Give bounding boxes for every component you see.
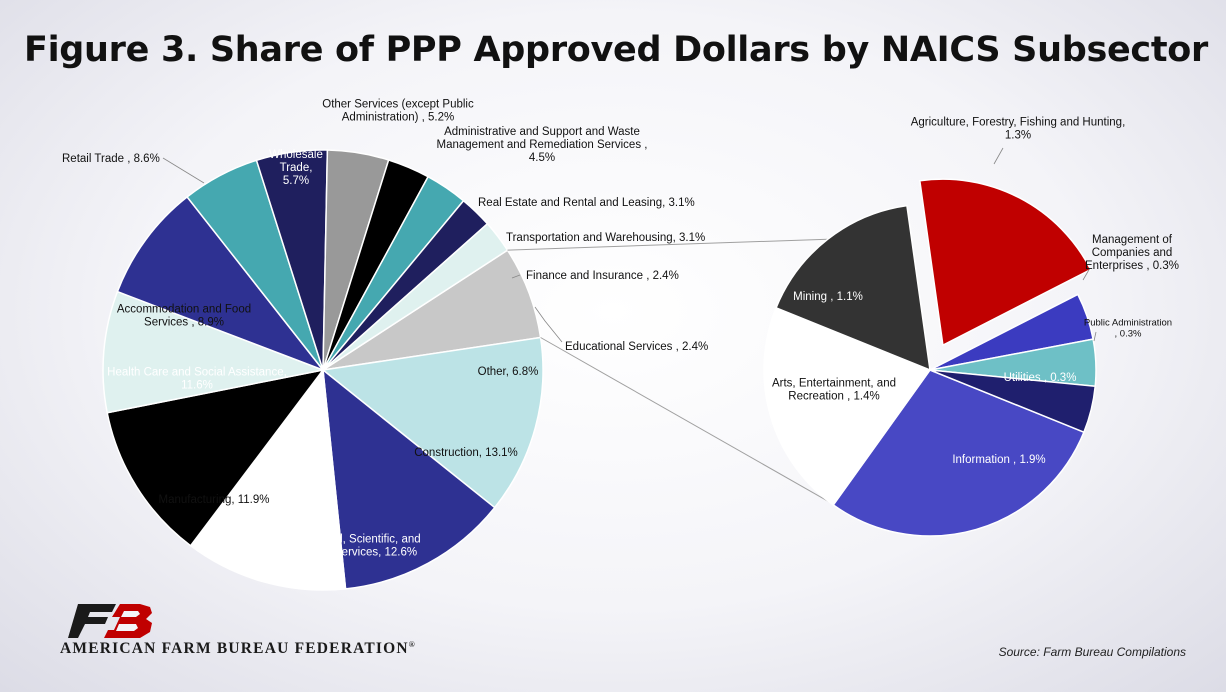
main-pie-label-educational-services-2-4: Educational Services , 2.4% — [565, 341, 708, 353]
main-pie-label-line: Real Estate and Rental and Leasing, 3.1% — [478, 197, 695, 209]
main-pie-label-line: Administration) , 5.2% — [342, 112, 455, 124]
main-pie-label-administrative-and-support-and-waste-management-and-remediation-services-4-5: Administrative and Support and Waste Mana… — [437, 126, 648, 164]
source-note: Source: Farm Bureau Compilations — [998, 645, 1186, 659]
connector-line-bottom — [540, 337, 869, 525]
secondary-pie-label-information-1-9: Information , 1.9% — [952, 454, 1045, 466]
afbf-logo: AMERICAN FARM BUREAU FEDERATION® — [60, 604, 440, 660]
secondary-pie-leader-agriculture-forestry-fishing-and-hunting-1-3 — [993, 147, 1004, 165]
main-pie-label-line: Professional, Scientific, and — [279, 534, 420, 546]
main-pie-label-line: 4.5% — [529, 152, 555, 164]
secondary-pie-label-management-of-companies-and-enterprises-0-3: Management of Companies and Enterprises , … — [1085, 234, 1179, 272]
main-pie-label-line: Technical Services, 12.6% — [283, 547, 417, 559]
main-pie-slice-construction-13-1 — [321, 336, 544, 509]
main-pie-label-other-6-8: Other, 6.8% — [478, 366, 539, 378]
main-pie-label-line: Retail Trade , 8.6% — [62, 153, 160, 165]
main-pie-label-line: Other, 6.8% — [478, 366, 539, 378]
secondary-pie-label-line: Information , 1.9% — [952, 454, 1045, 466]
main-pie-label-transportation-and-warehousing-3-1: Transportation and Warehousing, 3.1% — [506, 232, 705, 244]
secondary-pie-label-line: , 0.3% — [1115, 329, 1142, 340]
main-pie-slice-accommodation-and-food-services-8-9 — [102, 290, 326, 414]
chart-title: Figure 3. Share of PPP Approved Dollars … — [24, 30, 1209, 70]
secondary-pie-slice-agriculture-forestry-fishing-and-hunting-1-3 — [918, 178, 1092, 347]
main-pie-label-line: Transportation and Warehousing, 3.1% — [506, 232, 705, 244]
main-pie-label-construction-13-1: Construction, 13.1% — [414, 447, 518, 459]
main-pie-slice-educational-services-2-4 — [322, 222, 509, 371]
farm-bureau-logo-icon — [68, 604, 152, 638]
main-pie-label-line: Other Services (except Public — [322, 99, 474, 111]
main-pie-label-line: Finance and Insurance , 2.4% — [526, 270, 679, 282]
main-pie-label-professional-scientific-and-technical-services-12-6: Professional, Scientific, and Technical S… — [279, 534, 420, 559]
main-pie-slice-retail-trade-8-6 — [116, 195, 326, 372]
secondary-pie-label-line: Public Administration — [1084, 318, 1172, 329]
main-pie-slice-health-care-and-social-assistance-11-6 — [106, 368, 325, 547]
main-pie-label-manufacturing-11-9: Manufacturing, 11.9% — [158, 494, 269, 506]
secondary-pie-leader-management-of-companies-and-enterprises-0-3 — [1082, 267, 1091, 281]
secondary-pie-slice-mining-1-1 — [775, 204, 931, 372]
secondary-pie-label-line: Arts, Entertainment, and — [772, 378, 896, 390]
main-pie-leader-retail-trade-8-6 — [162, 157, 205, 184]
main-pie-label-finance-and-insurance-2-4: Finance and Insurance , 2.4% — [526, 270, 679, 282]
secondary-pie-label-line: Companies and — [1092, 247, 1173, 259]
main-pie-label-line: Health Care and Social Assistance, — [107, 367, 287, 379]
secondary-pie-leader-public-administration-0-3 — [1093, 331, 1097, 342]
secondary-pie-slice-arts-entertainment-and-recreation-1-4 — [763, 306, 932, 506]
main-pie-label-line: Wholesale — [269, 149, 323, 161]
secondary-pie-label-arts-entertainment-and-recreation-1-4: Arts, Entertainment, and Recreation , 1.4… — [772, 378, 896, 403]
main-pie-label-other-services-except-public-administration-5-2: Other Services (except Public Administrat… — [322, 99, 474, 124]
main-pie-label-line: Manufacturing, 11.9% — [158, 494, 269, 506]
secondary-pie-slice-utilities-0-3 — [929, 369, 1097, 434]
secondary-pie-label-line: Management of — [1092, 234, 1173, 246]
secondary-pie-label-line: Enterprises , 0.3% — [1085, 260, 1179, 272]
main-pie-label-line: Administrative and Support and Waste — [444, 126, 640, 138]
secondary-pie-label-public-administration-0-3: Public Administration, 0.3% — [1084, 318, 1172, 340]
secondary-pie-label-mining-1-1: Mining , 1.1% — [793, 291, 863, 303]
secondary-pie-label-line: Recreation , 1.4% — [788, 391, 879, 403]
secondary-pie-label-line: Utilities , 0.3% — [1004, 372, 1077, 384]
main-pie-label-line: 5.7% — [283, 175, 309, 187]
main-pie-slice-professional-scientific-and-technical-services-12-6 — [322, 368, 496, 590]
main-pie-label-retail-trade-8-6: Retail Trade , 8.6% — [62, 153, 160, 165]
main-pie-label-line: Management and Remediation Services , — [437, 139, 648, 151]
main-pie-leader-finance-and-insurance-2-4 — [511, 274, 521, 279]
main-pie-slice-manufacturing-11-9 — [189, 368, 347, 591]
main-pie-label-line: Trade, — [280, 162, 313, 174]
main-pie-label-accommodation-and-food-services-8-9: Accommodation and Food Services , 8.9% — [117, 304, 251, 329]
main-pie-label-health-care-and-social-assistance-11-6: Health Care and Social Assistance, 11.6% — [107, 367, 287, 392]
main-pie-label-line: Services , 8.9% — [144, 317, 224, 329]
secondary-pie-label-agriculture-forestry-fishing-and-hunting-1-3: Agriculture, Forestry, Fishing and Hunti… — [911, 117, 1126, 142]
main-pie-label-wholesale-trade-5-7: Wholesale Trade, 5.7% — [269, 149, 323, 187]
main-pie-leader-educational-services-2-4 — [534, 306, 563, 343]
secondary-pie-label-line: 1.3% — [1005, 130, 1031, 142]
main-pie-label-line: Educational Services , 2.4% — [565, 341, 708, 353]
secondary-pie-label-utilities-0-3: Utilities , 0.3% — [1004, 372, 1077, 384]
main-pie-label-line: Construction, 13.1% — [414, 447, 518, 459]
main-pie-label-line: 11.6% — [181, 380, 213, 392]
main-pie-label-real-estate-and-rental-and-leasing-3-1: Real Estate and Rental and Leasing, 3.1% — [478, 197, 695, 209]
secondary-pie-label-line: Agriculture, Forestry, Fishing and Hunti… — [911, 117, 1126, 129]
org-name: AMERICAN FARM BUREAU FEDERATION® — [60, 640, 416, 658]
secondary-pie-slice-information-1-9 — [832, 369, 1085, 537]
secondary-pie-label-line: Mining , 1.1% — [793, 291, 863, 303]
main-pie-label-line: Accommodation and Food — [117, 304, 251, 316]
connector-line-top — [507, 238, 828, 251]
